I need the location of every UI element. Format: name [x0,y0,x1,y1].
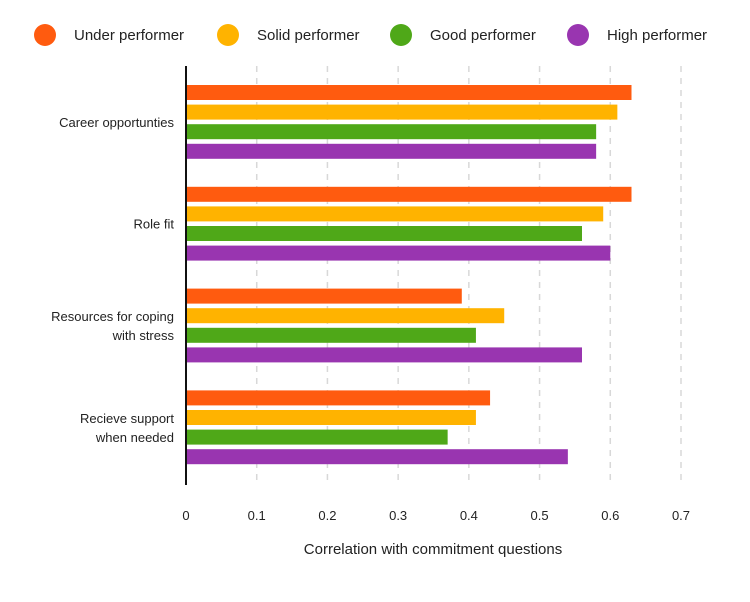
x-tick-label: 0.6 [601,508,619,523]
legend-label: Under performer [74,27,184,44]
bar-good-performer [187,327,476,343]
x-axis-label: Correlation with commitment questions [304,541,562,558]
bar-solid-performer [187,410,476,425]
legend-label: Good performer [430,27,536,44]
category-label-line: Role fit [134,217,175,232]
bar-good-performer [187,124,597,140]
bar-under-performer [187,85,632,100]
category-label: Role fit [134,217,175,232]
bar-solid-performer [187,104,618,120]
bar-solid-performer [187,308,505,324]
category-label-line: Recieve support [80,411,174,426]
bar-under-performer [187,186,632,202]
legend-marker [567,24,589,46]
category-label: Career opportunties [59,115,174,130]
x-tick-label: 0 [182,508,189,523]
legend-label: Solid performer [257,27,360,44]
x-tick-label: 0.7 [672,508,690,523]
bar-high-performer [187,143,597,159]
category-label-line: Career opportunties [59,115,174,130]
category-label: Recieve support when needed [80,411,174,445]
bar-high-performer [187,245,611,261]
bar-under-performer [187,390,491,406]
bar-high-performer [187,449,568,465]
x-tick-label: 0.5 [531,508,549,523]
category-label-line: Resources for coping [51,309,174,324]
legend-marker [34,24,56,46]
category-label-line: with stress [112,328,175,343]
legend-marker [390,24,412,46]
bar-solid-performer [187,206,604,222]
bar-under-performer [187,288,462,304]
x-tick-label: 0.2 [318,508,336,523]
legend-label: High performer [607,27,707,44]
bar-high-performer [187,347,582,363]
bar-good-performer [187,226,582,241]
category-label-line: when needed [95,430,174,445]
x-tick-label: 0.4 [460,508,478,523]
bar-good-performer [187,429,448,445]
x-tick-label: 0.1 [248,508,266,523]
category-label: Resources for coping with stress [51,309,174,343]
legend-marker [217,24,239,46]
x-tick-label: 0.3 [389,508,407,523]
